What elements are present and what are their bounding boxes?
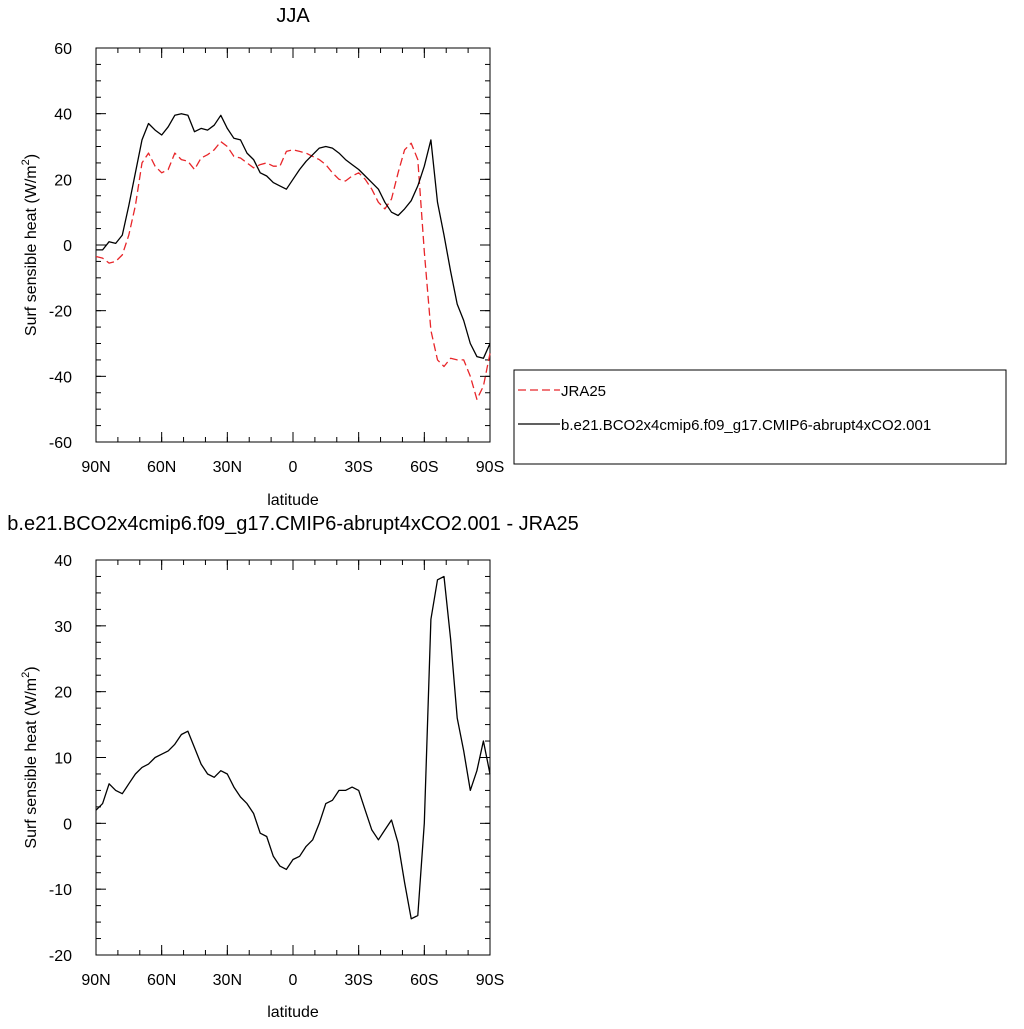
y-axis-title-main: Surf sensible heat (W/m [23, 678, 40, 849]
chart-title: b.e21.BCO2x4cmip6.f09_g17.CMIP6-abrupt4x… [7, 513, 578, 535]
x-tick-label: 90N [81, 972, 110, 989]
y-tick-label: 10 [54, 751, 72, 768]
y-axis-title-main: Surf sensible heat (W/m [23, 165, 40, 336]
y-axis-title-close: ) [23, 666, 40, 671]
x-tick-label: 60S [410, 459, 438, 476]
x-tick-label: 30N [213, 459, 242, 476]
y-axis-title-sup: 2 [20, 672, 32, 678]
legend: JRA25 b.e21.BCO2x4cmip6.f09_g17.CMIP6-abr… [513, 369, 1007, 465]
chart-panel-2: b.e21.BCO2x4cmip6.f09_g17.CMIP6-abrupt4x… [7, 513, 578, 1021]
y-axis-title: Surf sensible heat (W/m2) [20, 666, 40, 848]
x-tick-label: 30N [213, 972, 242, 989]
x-tick-label: 90S [476, 972, 504, 989]
x-tick-label: 60S [410, 972, 438, 989]
x-tick-label: 30S [344, 972, 372, 989]
legend-label-2: b.e21.BCO2x4cmip6.f09_g17.CMIP6-abrupt4x… [561, 417, 931, 434]
y-tick-label: 60 [54, 41, 72, 58]
y-tick-label: 40 [54, 553, 72, 570]
chart-title: JJA [276, 5, 310, 27]
y-tick-label: 0 [63, 238, 72, 255]
plot-frame [95, 47, 491, 443]
x-tick-label: 0 [289, 459, 298, 476]
y-tick-label: 30 [54, 619, 72, 636]
y-axis-title-sup: 2 [20, 159, 32, 165]
y-tick-label: -10 [49, 882, 72, 899]
x-tick-label: 90N [81, 459, 110, 476]
y-tick-label: -20 [49, 304, 72, 321]
legend-label-1: JRA25 [561, 383, 606, 400]
y-axis-title-close: ) [23, 154, 40, 159]
y-tick-label: 0 [63, 816, 72, 833]
x-axis-title: latitude [267, 492, 319, 509]
x-tick-label: 60N [147, 972, 176, 989]
legend-box [513, 369, 1007, 465]
y-tick-label: -60 [49, 435, 72, 452]
y-tick-label: -20 [49, 948, 72, 965]
series-line-1 [95, 575, 491, 920]
chart-panel-1: JJA 60 40 20 0 -20 -40 -60 90N 60N 30N 0 30S 60S 90S la… [20, 5, 1007, 509]
series-line-2 [96, 113, 491, 359]
y-tick-label: -40 [49, 369, 72, 386]
y-tick-label: 40 [54, 107, 72, 124]
x-tick-label: 30S [344, 459, 372, 476]
y-axis-title: Surf sensible heat (W/m2) [20, 154, 40, 336]
x-tick-label: 90S [476, 459, 504, 476]
series-line-1 [95, 140, 491, 400]
x-axis-title: latitude [267, 1004, 319, 1021]
y-tick-label: 20 [54, 685, 72, 702]
y-tick-label: 20 [54, 172, 72, 189]
x-tick-label: 0 [289, 972, 298, 989]
x-tick-label: 60N [147, 459, 176, 476]
